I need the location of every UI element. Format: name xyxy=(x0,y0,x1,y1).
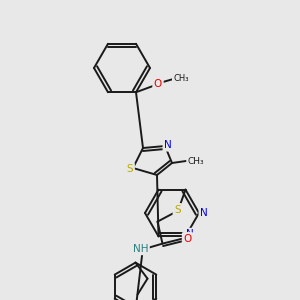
Text: S: S xyxy=(127,164,133,174)
Text: O: O xyxy=(183,234,192,244)
Text: S: S xyxy=(174,205,181,214)
Text: N: N xyxy=(164,140,172,150)
Text: NH: NH xyxy=(133,244,148,254)
Text: CH₃: CH₃ xyxy=(188,157,204,166)
Text: N: N xyxy=(200,208,208,218)
Text: O: O xyxy=(154,79,162,89)
Text: N: N xyxy=(186,230,194,239)
Text: CH₃: CH₃ xyxy=(173,74,189,83)
